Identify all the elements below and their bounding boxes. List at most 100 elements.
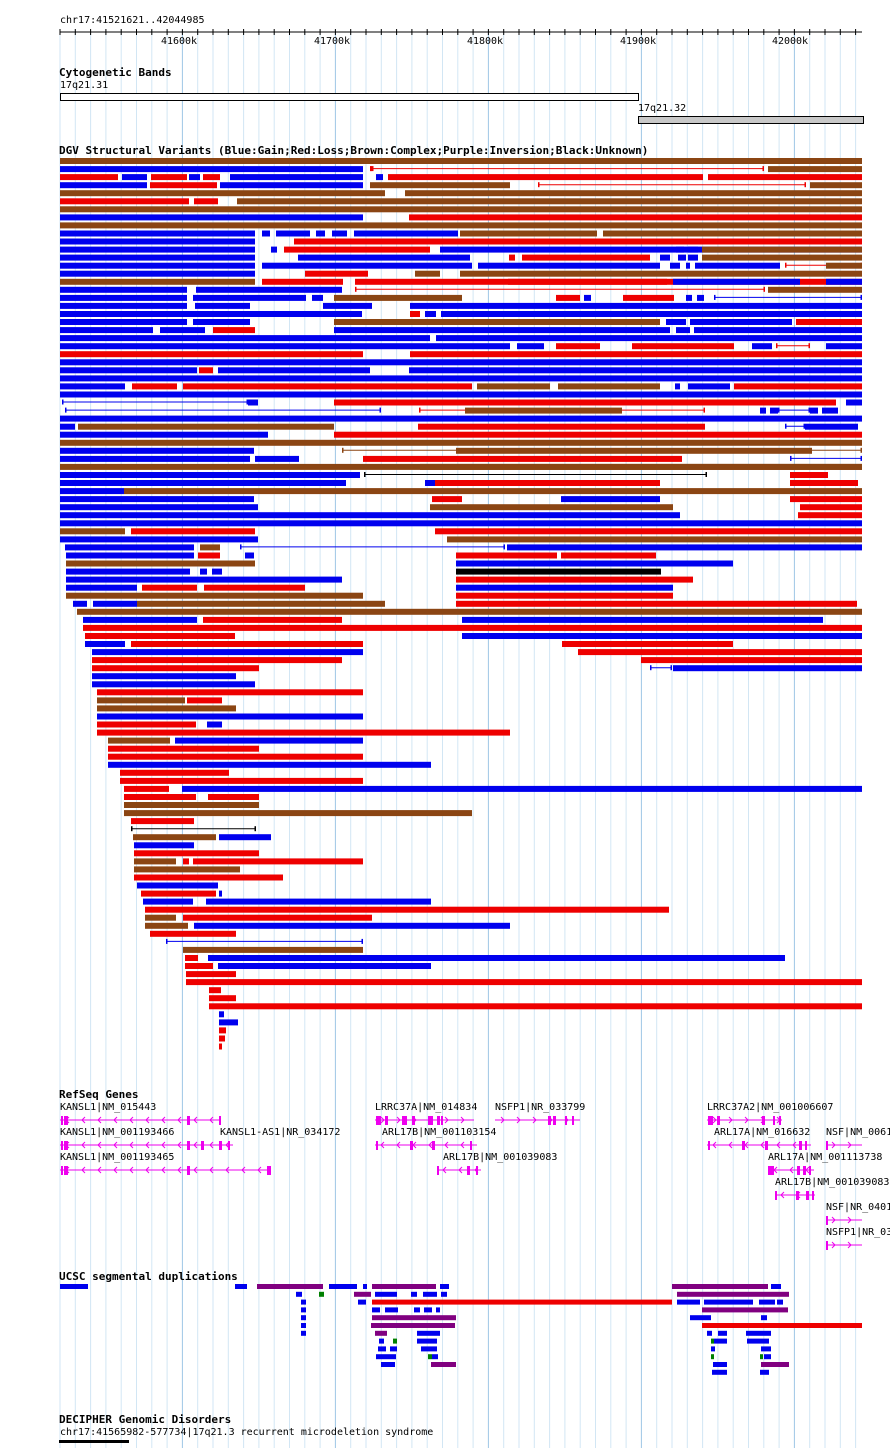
gene-label[interactable]: ARL17B|NM_001103154 xyxy=(382,1127,497,1138)
segmental-duplication xyxy=(363,1284,367,1289)
gene-label[interactable]: ARL17B|NM_001039083 xyxy=(775,1177,890,1188)
dgv-variant xyxy=(60,480,346,486)
gene-strand-arrow xyxy=(776,1141,781,1149)
gene-label[interactable]: NSFP1|NR_033799 xyxy=(495,1102,586,1113)
dgv-variant xyxy=(220,182,363,189)
refseq-track-title[interactable]: RefSeq Genes xyxy=(59,1088,139,1101)
dgv-variant xyxy=(218,367,370,374)
gene-exon xyxy=(773,1116,775,1125)
dgv-variant xyxy=(60,319,187,325)
segmental-duplication xyxy=(672,1284,768,1289)
dgv-variant xyxy=(354,230,458,237)
decipher-item-label[interactable]: chr17:41565982-577734|17q21.3 recurrent … xyxy=(60,1427,434,1438)
decipher-item-bar[interactable] xyxy=(59,1440,129,1443)
segmental-duplication xyxy=(372,1284,436,1289)
dgv-variant xyxy=(203,174,220,181)
decipher-track-title[interactable]: DECIPHER Genomic Disorders xyxy=(59,1413,232,1426)
gene-strand-arrow xyxy=(831,1241,836,1249)
dgv-variant xyxy=(405,190,862,197)
dgv-variant xyxy=(334,294,462,301)
gene-strand-arrow xyxy=(81,1116,86,1124)
gene-exon xyxy=(228,1141,230,1150)
base-ruler[interactable]: 41600k 41700k 41800k 41900k 42000k xyxy=(0,25,890,75)
segmental-duplication xyxy=(235,1284,247,1289)
dgv-variant xyxy=(798,512,862,519)
gene-label[interactable]: ARL17A|NM_001113738 xyxy=(768,1152,883,1163)
dgv-variant-end xyxy=(166,938,168,944)
dgv-variant-end xyxy=(419,407,421,413)
segmental-duplication xyxy=(371,1323,455,1328)
dgv-variant xyxy=(675,383,680,390)
gene-strand-arrow xyxy=(97,1116,102,1124)
gene-exon xyxy=(410,1141,413,1150)
dgv-variant xyxy=(447,536,862,543)
gene-strand-arrow xyxy=(712,1116,717,1124)
dgv-variant xyxy=(60,512,680,519)
gene-label[interactable]: ARL17B|NM_001039083 xyxy=(443,1152,558,1163)
dgv-variant xyxy=(208,955,785,961)
dgv-variant xyxy=(193,294,306,301)
gene-label[interactable]: KANSL1-AS1|NR_034172 xyxy=(220,1127,341,1138)
gene-exon xyxy=(64,1116,68,1125)
dgv-variant xyxy=(770,407,778,414)
dgv-variant xyxy=(83,616,197,623)
dgv-variant xyxy=(137,882,218,889)
dgv-variant xyxy=(456,568,661,575)
cytoband-track-title[interactable]: Cytogenetic Bands xyxy=(59,66,172,79)
refseq-genes-track[interactable] xyxy=(0,1100,890,1260)
dgv-variant xyxy=(60,496,254,503)
gene-exon xyxy=(708,1141,710,1150)
dgv-variant xyxy=(60,391,862,398)
gene-label[interactable]: KANSL1|NM_001193466 xyxy=(60,1127,175,1138)
segmental-duplication xyxy=(431,1362,456,1367)
gene-strand-arrow xyxy=(193,1166,198,1174)
gene-exon xyxy=(219,1141,222,1150)
dgv-structural-variants-track[interactable] xyxy=(0,150,890,1070)
dgv-variant xyxy=(124,785,169,792)
dgv-variant xyxy=(124,488,862,495)
dgv-variant-end xyxy=(62,399,64,405)
dgv-variant xyxy=(66,568,190,575)
gene-label[interactable]: NSF|NM_0061 xyxy=(826,1127,890,1138)
gene-label[interactable]: KANSL1|NM_015443 xyxy=(60,1102,157,1113)
cytoband-17q21-31[interactable] xyxy=(60,93,639,101)
dgv-variant xyxy=(66,584,137,591)
gene-strand-arrow xyxy=(145,1141,150,1149)
dgv-variant-end xyxy=(372,166,374,172)
segmental-duplication xyxy=(441,1291,447,1297)
dgv-variant xyxy=(686,294,692,301)
segdup-track-title[interactable]: UCSC segmental duplications xyxy=(59,1270,238,1283)
gene-label[interactable]: NSF|NR_0401 xyxy=(826,1202,890,1213)
gene-label[interactable]: LRRC37A|NM_014834 xyxy=(375,1102,478,1113)
gene-label[interactable]: ARL17A|NM_016632 xyxy=(714,1127,811,1138)
gene-exon xyxy=(376,1116,381,1125)
gene-strand-arrow xyxy=(209,1166,214,1174)
dgv-variant xyxy=(145,914,176,921)
gene-exon xyxy=(708,1116,713,1125)
dgv-variant xyxy=(97,721,196,728)
dgv-variant xyxy=(262,230,270,237)
gene-exon xyxy=(201,1141,204,1150)
cytoband-17q21-32[interactable] xyxy=(638,116,864,124)
segmental-duplications-track[interactable] xyxy=(0,1280,890,1380)
dgv-variant xyxy=(509,254,515,261)
dgv-track-title[interactable]: DGV Structural Variants (Blue:Gain;Red:L… xyxy=(59,144,649,157)
segmental-duplication xyxy=(257,1284,323,1289)
dgv-variant-end xyxy=(240,544,242,550)
dgv-variant xyxy=(334,399,836,406)
dgv-variant xyxy=(124,810,472,817)
dgv-variant xyxy=(219,1011,224,1018)
segmental-duplication xyxy=(375,1291,397,1297)
segmental-duplication xyxy=(771,1284,781,1289)
gene-label[interactable]: KANSL1|NM_001193465 xyxy=(60,1152,175,1163)
gene-strand-arrow xyxy=(129,1116,134,1124)
dgv-variant-end xyxy=(803,423,805,429)
gene-strand-arrow xyxy=(516,1116,521,1124)
dgv-variant xyxy=(150,182,217,189)
dgv-variant xyxy=(97,705,236,712)
gene-exon xyxy=(267,1166,271,1175)
gene-label[interactable]: NSFP1|NR_03 xyxy=(826,1227,890,1238)
gene-label[interactable]: LRRC37A2|NM_001006607 xyxy=(707,1102,834,1113)
dgv-variant xyxy=(60,166,363,173)
